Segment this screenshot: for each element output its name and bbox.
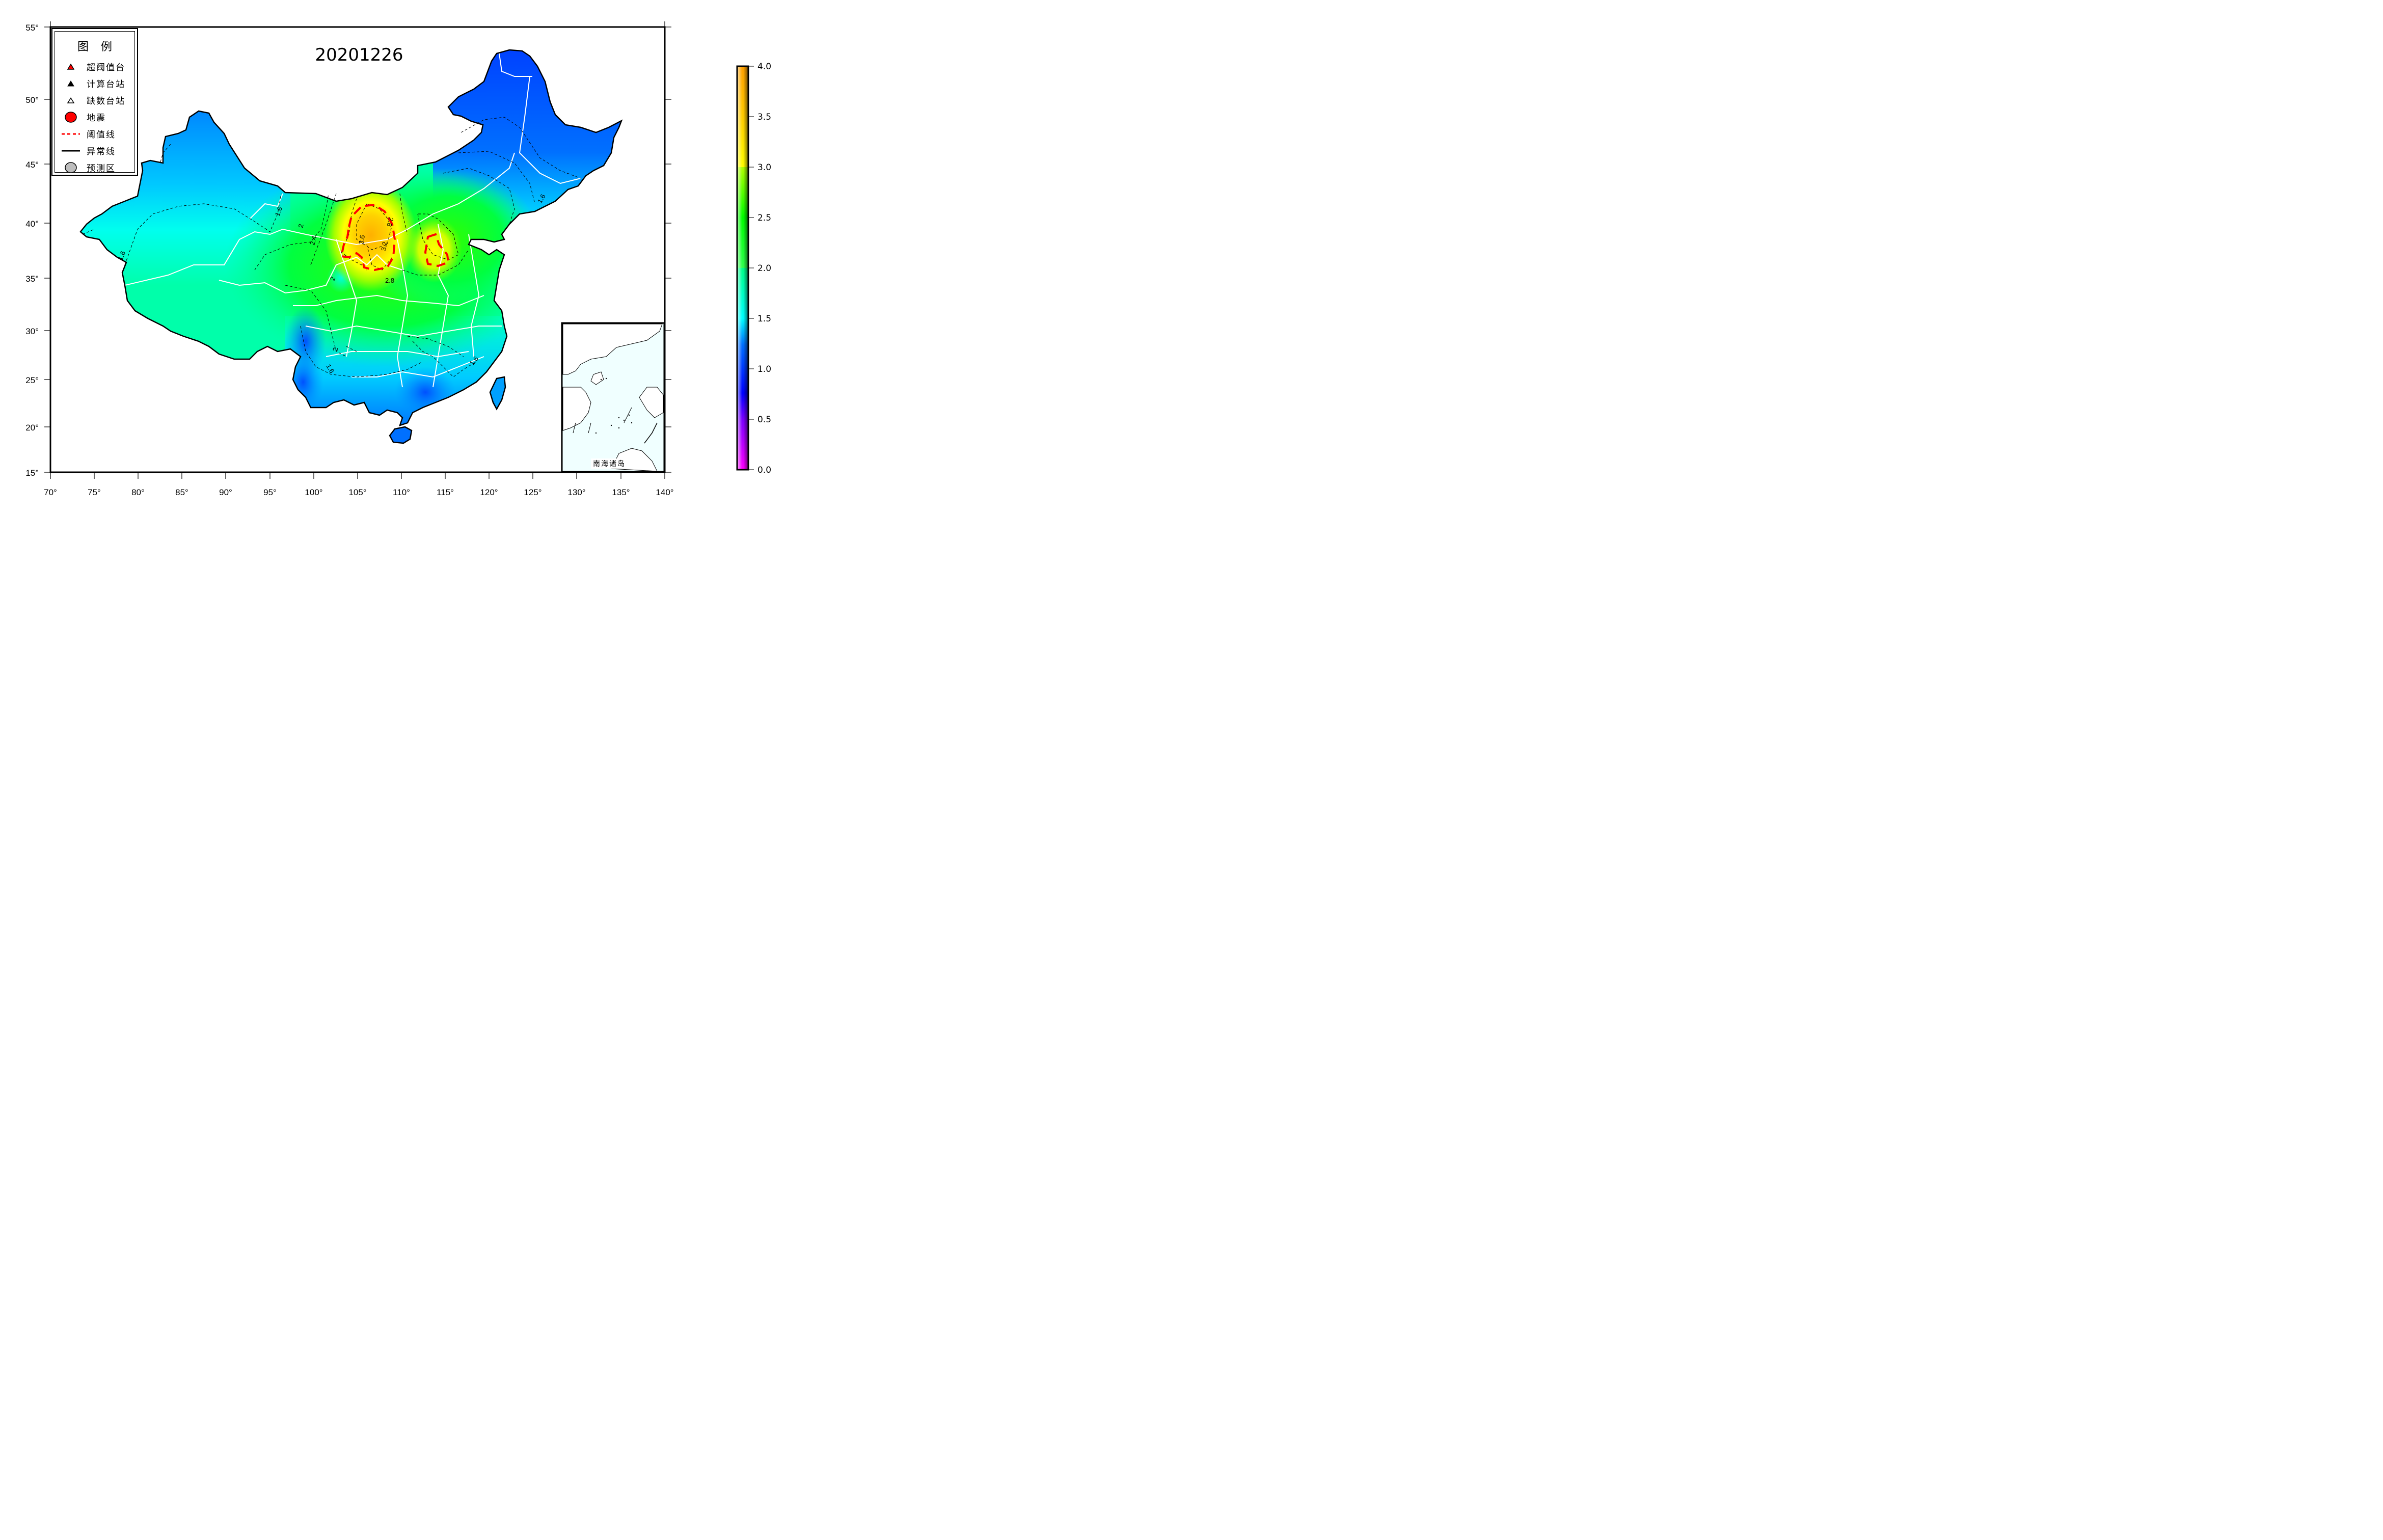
x-tick-label: 140° (656, 488, 673, 497)
black-solid-line-icon (55, 149, 87, 152)
red-dashed-line-icon (55, 132, 87, 136)
x-tick-label: 85° (175, 488, 188, 497)
y-tick-label: 20° (25, 423, 39, 433)
x-tick-label: 75° (88, 488, 101, 497)
x-axis (50, 21, 665, 479)
province-borders (124, 53, 581, 388)
x-tick-label: 80° (131, 488, 145, 497)
inset-label: 南海诸岛 (591, 458, 628, 469)
taiwan-island (489, 376, 506, 411)
x-tick-label: 135° (612, 488, 630, 497)
x-tick-label: 105° (348, 488, 366, 497)
red-circle-icon (55, 111, 87, 123)
map-figure: 1.6 1.6 1.6 1.6 1.6 2 2 2 2.4 2.8 2.8 3.… (25, 21, 771, 497)
y-axis (44, 26, 671, 473)
x-tick-label: 95° (263, 488, 277, 497)
svg-text:3.2: 3.2 (380, 241, 389, 251)
y-tick-label: 55° (25, 23, 39, 33)
legend-item-earthquake: 地震 (55, 109, 134, 125)
svg-text:2.8: 2.8 (385, 277, 394, 284)
hainan-island (389, 426, 413, 444)
svg-text:2.4: 2.4 (308, 235, 318, 246)
hollow-triangle-icon (55, 97, 87, 103)
svg-text:2: 2 (331, 347, 339, 352)
legend-item-exceed-threshold-station: 超阈值台 (55, 58, 134, 75)
y-tick-label: 25° (25, 375, 39, 385)
y-tick-label: 50° (25, 95, 39, 105)
x-tick-label: 100° (305, 488, 322, 497)
x-tick-label: 120° (480, 488, 498, 497)
y-tick-label: 35° (25, 274, 39, 284)
svg-text:2: 2 (296, 223, 305, 229)
x-tick-label: 125° (524, 488, 541, 497)
x-tick-label: 90° (219, 488, 232, 497)
svg-text:1.6: 1.6 (274, 206, 284, 217)
colorbar-tick-label: 4.0 (757, 62, 771, 72)
legend-item-prediction-zone: 预测区 (55, 159, 134, 176)
y-tick-label: 15° (25, 468, 39, 478)
svg-text:2: 2 (329, 276, 337, 282)
legend-item-computing-station: 计算台站 (55, 75, 134, 92)
colorbar-tick-label: 3.0 (757, 163, 771, 173)
black-triangle-icon (55, 80, 87, 87)
x-tick-label: 130° (567, 488, 585, 497)
colorbar-tick-label: 1.5 (757, 314, 771, 324)
colorbar-tick-label: 2.0 (757, 263, 771, 274)
y-tick-label: 45° (25, 160, 39, 170)
colorbar-tick-label: 0.0 (757, 465, 771, 475)
legend-item-anomaly-line: 异常线 (55, 142, 134, 159)
legend-item-missing-data-station: 缺数台站 (55, 92, 134, 109)
y-tick-label: 30° (25, 327, 39, 336)
svg-text:3.6: 3.6 (357, 234, 366, 245)
x-tick-label: 70° (44, 488, 57, 497)
colorbar: 4.0 3.5 3.0 2.5 2.0 1.5 1.0 0.5 0.0 (736, 62, 771, 475)
colorbar-tick-label: 2.5 (757, 213, 771, 223)
colorbar-tick-label: 0.5 (757, 415, 771, 425)
red-triangle-icon (55, 63, 87, 70)
x-tick-label: 110° (393, 488, 410, 497)
colorbar-tick-label: 1.0 (757, 364, 771, 374)
legend: 图例 超阈值台 计算台站 缺数台站 地震 (51, 28, 138, 176)
map-title: 20201226 (315, 45, 403, 65)
y-tick-label: 40° (25, 219, 39, 229)
x-tick-label: 115° (437, 488, 454, 497)
south-china-sea-inset (561, 322, 665, 473)
legend-title: 图例 (77, 41, 124, 53)
legend-item-threshold-line: 阈值线 (55, 125, 134, 142)
gray-circle-icon (55, 161, 87, 174)
contour-labels: 1.6 1.6 1.6 1.6 1.6 2 2 2 2.4 2.8 2.8 3.… (117, 193, 547, 374)
svg-text:2.8: 2.8 (385, 217, 395, 227)
threshold-lines[interactable] (340, 203, 450, 272)
colorbar-tick-label: 3.5 (757, 112, 771, 122)
svg-text:1.6: 1.6 (117, 250, 127, 261)
